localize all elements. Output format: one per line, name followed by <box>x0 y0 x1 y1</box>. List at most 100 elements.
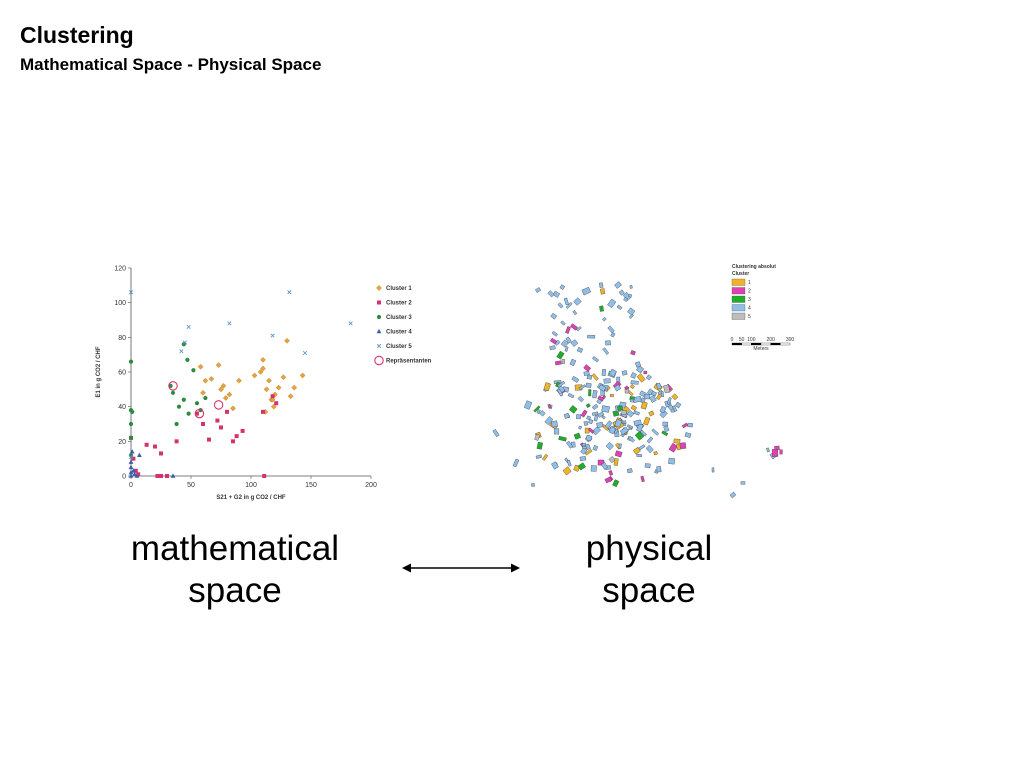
data-point-cluster-2 <box>240 428 245 433</box>
building-cluster-4 <box>563 412 570 419</box>
building-cluster-4 <box>613 384 622 392</box>
building-cluster-1 <box>671 393 679 401</box>
legend-marker-cluster-3 <box>376 314 382 320</box>
building-cluster-4 <box>663 425 670 433</box>
data-point-cluster-1 <box>251 372 258 379</box>
y-tick-label: 100 <box>114 300 126 307</box>
building-cluster-4 <box>630 372 637 379</box>
scale-tick-label: 100 <box>747 337 756 343</box>
building-cluster-4 <box>627 307 636 316</box>
building-cluster-1 <box>613 458 619 466</box>
map-legend-subtitle: Cluster <box>732 271 749 277</box>
legend-marker-cluster-2 <box>377 300 381 305</box>
building-cluster-4 <box>638 444 646 451</box>
data-point-cluster-2 <box>133 468 138 473</box>
data-point-cluster-5 <box>182 340 188 345</box>
map-legend-label-3: 3 <box>748 297 751 303</box>
building-cluster-4 <box>557 388 564 397</box>
data-point-cluster-4 <box>128 464 134 470</box>
data-point-cluster-1 <box>200 389 206 396</box>
building-cluster-1 <box>653 451 658 456</box>
data-point-cluster-5 <box>128 454 134 460</box>
scale-tick-label: 300 <box>786 337 795 343</box>
building-cluster-4 <box>610 332 616 338</box>
data-point-cluster-1 <box>260 357 266 363</box>
building-cluster-4 <box>626 424 634 429</box>
building-cluster-4 <box>539 410 546 417</box>
data-point-cluster-4 <box>128 469 134 475</box>
data-point-cluster-2 <box>159 474 163 478</box>
building-cluster-3 <box>585 403 591 408</box>
building-cluster-4 <box>572 310 578 316</box>
building-cluster-4 <box>551 461 559 470</box>
building-cluster-4 <box>668 457 676 465</box>
data-point-cluster-4 <box>131 468 136 473</box>
data-point-repr-sentanten <box>213 400 224 410</box>
building-cluster-1 <box>636 373 646 383</box>
data-point-cluster-1 <box>197 363 204 370</box>
building-cluster-3 <box>617 405 624 411</box>
building-cluster-4 <box>564 346 569 352</box>
building-cluster-4 <box>740 481 746 485</box>
data-point-cluster-1 <box>269 396 276 403</box>
building-cluster-4 <box>626 468 633 474</box>
building-cluster-4 <box>687 422 693 428</box>
scale-bar-segment <box>770 342 781 346</box>
data-point-cluster-1 <box>270 403 277 410</box>
building-cluster-4 <box>621 370 628 376</box>
building-cluster-4 <box>649 395 657 403</box>
building-cluster-4 <box>630 380 639 385</box>
building-cluster-4 <box>666 397 672 405</box>
data-point-cluster-3 <box>176 404 182 409</box>
data-point-cluster-1 <box>284 337 290 344</box>
building-cluster-2 <box>554 360 562 366</box>
legend-marker-cluster-1 <box>376 285 382 291</box>
data-point-cluster-2 <box>270 394 275 399</box>
scatter-plot: 0 20 40 60 80 100 120 0 50 100 150 200 S21 + G2 in g… <box>96 266 432 502</box>
scale-tick-label: 0 <box>731 337 734 343</box>
building-cluster-5 <box>663 384 671 394</box>
building-cluster-4 <box>601 368 607 376</box>
building-cluster-4 <box>578 384 586 390</box>
data-point-cluster-3 <box>181 397 186 402</box>
building-cluster-2 <box>680 442 687 450</box>
caption-right-line2: space <box>602 571 696 610</box>
building-cluster-4 <box>492 428 500 438</box>
building-cluster-4 <box>623 296 629 302</box>
building-cluster-4 <box>618 443 622 449</box>
building-cluster-2 <box>614 450 623 458</box>
scale-bar-segment <box>731 342 742 346</box>
building-cluster-2 <box>547 403 552 409</box>
building-cluster-4 <box>684 432 692 438</box>
building-cluster-2 <box>643 370 648 375</box>
data-point-cluster-4 <box>129 449 135 454</box>
scatter-points <box>128 290 353 478</box>
building-cluster-4 <box>729 491 737 499</box>
scale-tick-label: 200 <box>767 337 776 343</box>
building-cluster-4 <box>629 285 633 289</box>
building-cluster-4 <box>607 298 617 309</box>
building-cluster-4 <box>640 429 648 437</box>
building-cluster-1 <box>648 410 655 417</box>
building-cluster-4 <box>559 284 566 290</box>
building-cluster-4 <box>630 398 635 403</box>
building-cluster-4 <box>585 443 591 450</box>
building-cluster-4 <box>523 400 533 410</box>
scatter-legend: Cluster 1 Cluster 2 Cluster 3 Cluster 4 Clus… <box>374 285 432 366</box>
data-point-cluster-2 <box>153 444 157 449</box>
building-cluster-5 <box>608 456 616 464</box>
data-point-repr-sentanten <box>168 381 178 391</box>
building-cluster-4 <box>602 316 607 322</box>
building-cluster-2 <box>668 443 678 453</box>
building-cluster-4 <box>592 356 600 363</box>
data-point-cluster-1 <box>260 365 266 372</box>
data-point-cluster-5 <box>179 349 184 354</box>
building-cluster-4 <box>643 394 650 400</box>
building-cluster-4 <box>576 414 581 420</box>
data-point-cluster-2 <box>262 474 267 478</box>
building-cluster-4 <box>601 462 609 470</box>
caption-right-line1: physical <box>585 529 713 568</box>
building-cluster-4 <box>603 378 611 384</box>
legend-label-cluster-4: Cluster 4 <box>386 330 412 336</box>
legend-marker-cluster-4 <box>376 328 382 334</box>
